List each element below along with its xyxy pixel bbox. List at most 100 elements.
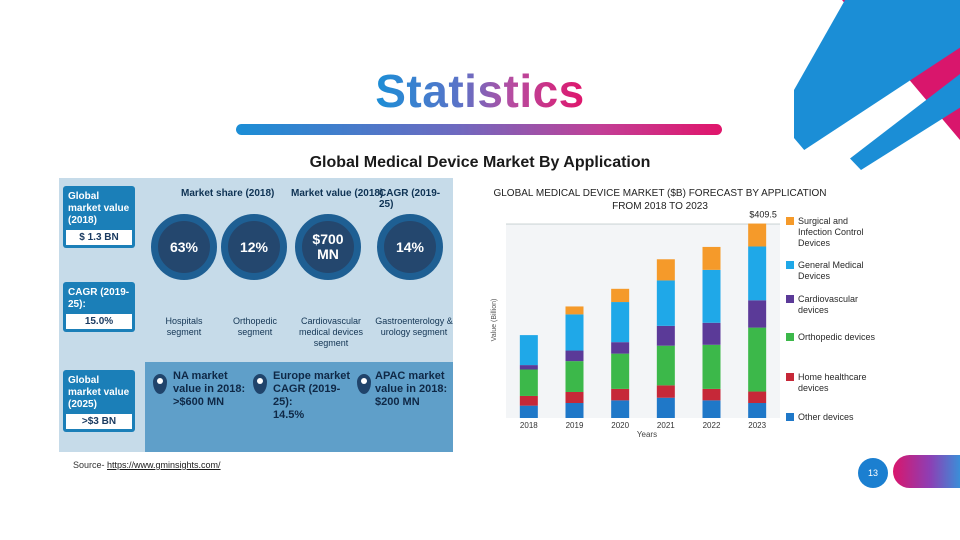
- bar-segment: [565, 314, 584, 351]
- bar-segment: [519, 365, 538, 370]
- legend-item: General Medical Devices: [786, 260, 882, 282]
- bar-group: [519, 223, 767, 418]
- bar-segment: [702, 246, 721, 270]
- bar-segment: [656, 397, 675, 418]
- info-box-title: Global market value (2025): [68, 375, 130, 410]
- location-pin-icon: [357, 374, 371, 394]
- bar-segment: [748, 223, 767, 247]
- legend-item: Orthopedic devices: [786, 332, 882, 343]
- info-box-value: >$3 BN: [66, 414, 132, 429]
- bar-segment: [702, 388, 721, 401]
- region-value: $200 MN: [375, 396, 420, 408]
- header-market-value: Market value (2018): [291, 188, 384, 199]
- chart-svg: GLOBAL MEDICAL DEVICE MARKET ($B) FORECA…: [491, 188, 827, 439]
- slide-title: Statistics: [375, 65, 585, 117]
- plot-background: [506, 224, 780, 418]
- bar-segment: [748, 403, 767, 418]
- value-annotation: $409.5: [749, 210, 777, 220]
- region-na: NA market value in 2018: >$600 MN: [173, 370, 251, 409]
- bar-segment: [656, 325, 675, 346]
- region-label: Europe market CAGR (2019-25):: [273, 370, 351, 408]
- region-europe: Europe market CAGR (2019-25): 14.5%: [273, 370, 357, 422]
- bar-segment: [656, 280, 675, 326]
- source-link[interactable]: https://www.gminsights.com/: [107, 460, 221, 470]
- info-box-global-2025: Global market value (2025) >$3 BN: [63, 370, 135, 432]
- bottom-accent-shape: [893, 455, 960, 488]
- legend-swatch: [786, 413, 794, 421]
- header-market-share: Market share (2018): [181, 188, 275, 199]
- bar-segment: [519, 405, 538, 418]
- bar-segment: [748, 300, 767, 328]
- bar-segment: [565, 403, 584, 418]
- bar-segment: [519, 395, 538, 406]
- x-tick-label: 2019: [566, 421, 584, 430]
- x-tick-label: 2018: [520, 421, 538, 430]
- legend-label: Other devices: [798, 412, 854, 422]
- market-infographic: Global market value (2018) $ 1.3 BN CAGR…: [59, 178, 453, 452]
- ring-gastro: 14%: [377, 214, 443, 280]
- bar-segment: [611, 342, 630, 354]
- bar-segment: [565, 391, 584, 404]
- chart-subtitle: FROM 2018 TO 2023: [612, 201, 708, 212]
- legend-swatch: [786, 217, 794, 225]
- x-tick-label: 2020: [611, 421, 629, 430]
- legend-item: Cardiovascular devices: [786, 294, 882, 316]
- segment-hospitals: Hospitals segment: [165, 316, 203, 337]
- bar-segment: [656, 259, 675, 281]
- ring-orthopedic: 12%: [221, 214, 287, 280]
- source-note: Source- https://www.gminsights.com/: [73, 460, 221, 470]
- legend-item: Other devices: [786, 412, 882, 423]
- info-box-global-2018: Global market value (2018) $ 1.3 BN: [63, 186, 135, 248]
- regional-panel: NA market value in 2018: >$600 MN Europe…: [145, 362, 453, 452]
- legend-swatch: [786, 373, 794, 381]
- bar-segment: [702, 322, 721, 345]
- chart-title: GLOBAL MEDICAL DEVICE MARKET ($B) FORECA…: [493, 188, 826, 199]
- ring-hospitals: 63%: [151, 214, 217, 280]
- segment-gastro: Gastroenterology & urology segment: [375, 316, 453, 337]
- x-tick-label: 2022: [703, 421, 721, 430]
- bar-segment: [565, 361, 584, 392]
- bar-segment: [611, 388, 630, 401]
- header-cagr: CAGR (2019-25): [379, 188, 441, 210]
- legend-label: General Medical Devices: [798, 260, 864, 281]
- source-label: Source-: [73, 460, 108, 470]
- legend-label: Surgical and Infection Control Devices: [798, 216, 864, 248]
- market-forecast-chart: GLOBAL MEDICAL DEVICE MARKET ($B) FORECA…: [470, 180, 890, 442]
- bar-segment: [656, 345, 675, 386]
- tick-label-group: 2018 2019 2020 2021 2022 2023 $409.5: [520, 210, 777, 430]
- region-label: APAC market value in 2018:: [375, 370, 448, 395]
- location-pin-icon: [153, 374, 167, 394]
- ring-cardiovascular: $700 MN: [295, 214, 361, 280]
- info-box-value: 15.0%: [66, 314, 132, 329]
- x-axis-label: Years: [637, 430, 657, 439]
- bar-segment: [748, 246, 767, 301]
- location-pin-icon: [253, 374, 267, 394]
- region-label: NA market value in 2018:: [173, 370, 246, 395]
- bar-segment: [519, 335, 538, 366]
- slide-subtitle: Global Medical Device Market By Applicat…: [309, 154, 651, 171]
- region-value: >$600 MN: [173, 396, 225, 408]
- bar-segment: [565, 306, 584, 315]
- bar-segment: [748, 327, 767, 392]
- bar-segment: [656, 385, 675, 398]
- bar-segment: [748, 391, 767, 404]
- bar-segment: [611, 353, 630, 389]
- info-box-title: Global market value (2018): [68, 191, 130, 226]
- bar-segment: [702, 344, 721, 389]
- bar-segment: [611, 288, 630, 303]
- segment-cardiovascular: Cardiovascular medical devices segment: [298, 316, 364, 348]
- info-box-cagr: CAGR (2019-25): 15.0%: [63, 282, 135, 332]
- bar-segment: [611, 302, 630, 343]
- segment-orthopedic: Orthopedic segment: [232, 316, 278, 337]
- info-box-value: $ 1.3 BN: [66, 230, 132, 245]
- bar-segment: [519, 369, 538, 396]
- legend-label: Cardiovascular devices: [798, 294, 859, 315]
- bar-segment: [702, 269, 721, 323]
- info-box-title: CAGR (2019-25):: [68, 287, 130, 310]
- page-number: 13: [858, 458, 888, 488]
- region-value: 14.5%: [273, 409, 305, 421]
- bar-segment: [702, 400, 721, 418]
- bar-segment: [611, 400, 630, 418]
- title-underline: [236, 124, 722, 135]
